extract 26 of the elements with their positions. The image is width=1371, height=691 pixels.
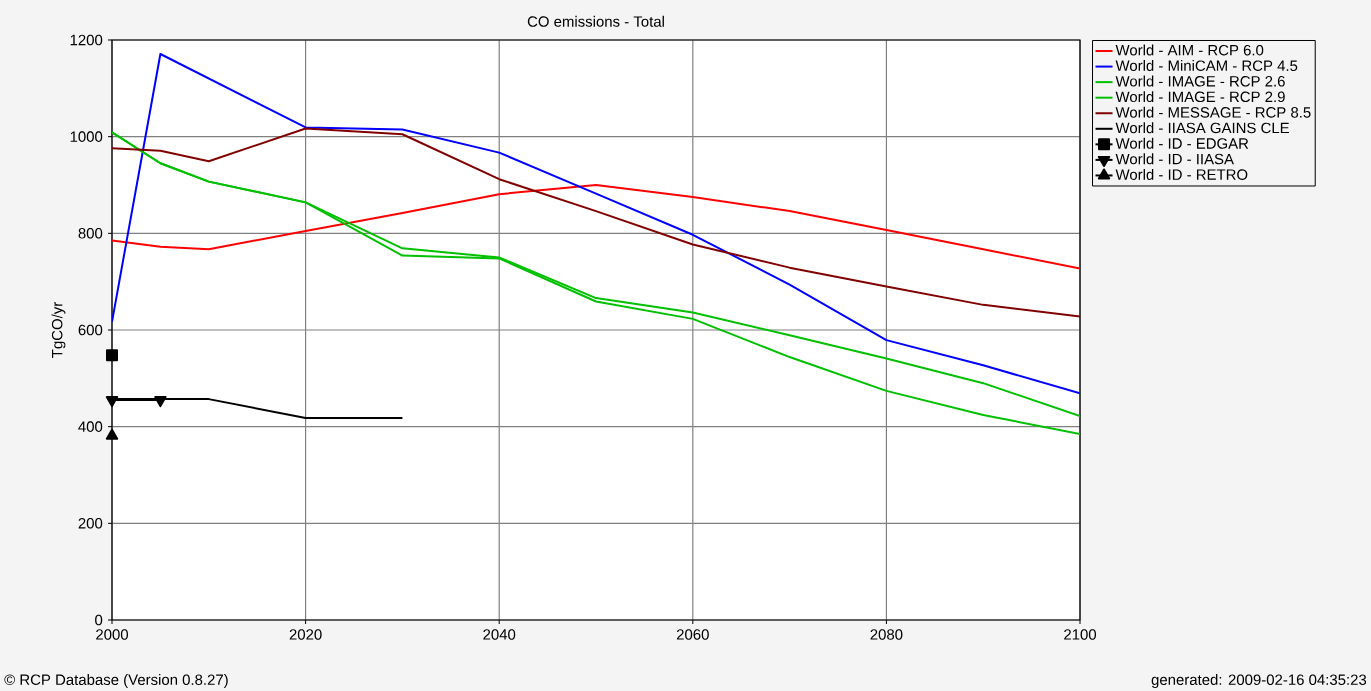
chart-title: CO emissions - Total [527,15,664,27]
y-tick-label: 600 [78,324,103,336]
y-axis-title: TgCO/yr [51,302,66,358]
text: © RCP Database (Version 0.8.27) [4,674,228,688]
x-tick-label: 2080 [870,629,903,640]
legend-label: World - IMAGE - RCP 2.9 [1115,91,1285,103]
x-tick-label: 2100 [1064,629,1097,640]
legend-label: World - MiniCAM - RCP 4.5 [1115,60,1298,72]
x-tick-label: 2040 [483,629,516,640]
legend-label: World - AIM - RCP 6.0 [1115,44,1264,56]
legend-label: World - IIASA GAINS CLE [1115,122,1289,134]
legend-label: World - IMAGE - RCP 2.6 [1115,75,1285,87]
x-tick-label: 2060 [676,629,709,640]
legend-label: World - ID - RETRO [1115,168,1248,180]
legend-label: World - ID - EDGAR [1115,137,1249,149]
y-tick-label: 400 [78,421,103,432]
y-tick-label: 1000 [70,131,103,142]
y-tick-label: 200 [78,518,103,529]
y-tick-label: 0 [95,614,103,626]
text: generated: 2009-02-16 04:35:23 [1151,674,1367,688]
legend-label: World - MESSAGE - RCP 8.5 [1115,106,1311,118]
y-tick-label: 800 [78,228,103,239]
y-tick-label: 1200 [70,34,103,46]
x-tick-label: 2000 [96,629,129,640]
legend-label: World - ID - IIASA [1115,153,1234,165]
x-tick-label: 2020 [289,629,322,640]
